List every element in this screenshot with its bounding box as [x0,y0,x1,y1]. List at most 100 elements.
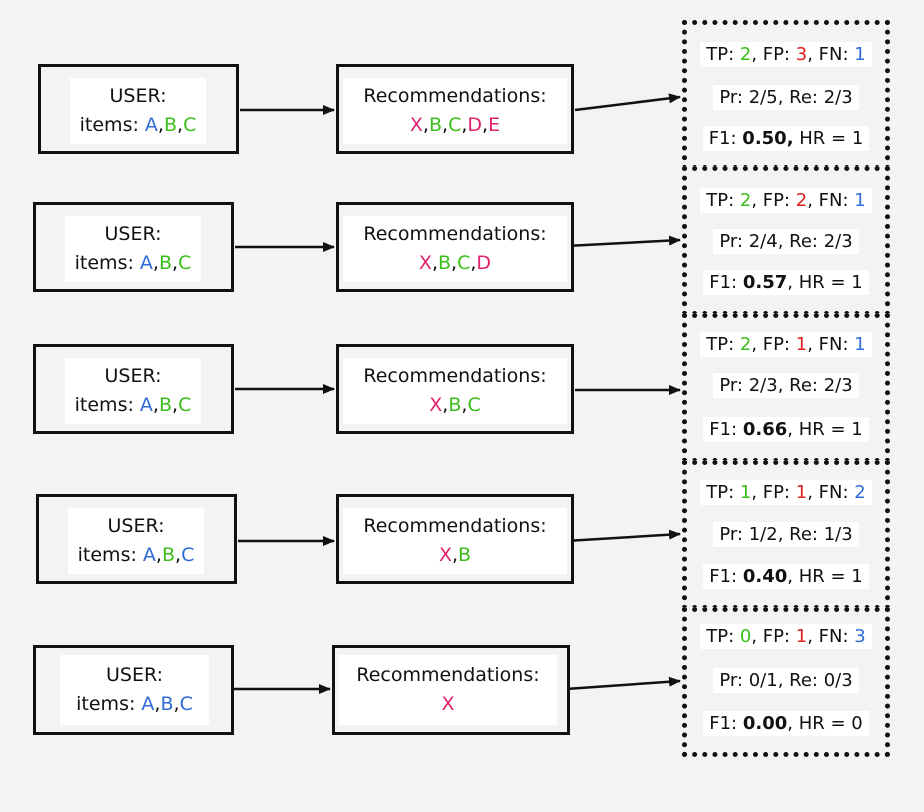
rec-item: B [448,394,462,416]
confusion-line: TP: 0, FP: 1, FN: 3 [687,624,885,650]
metrics-box: TP: 0, FP: 1, FN: 3 Pr: 0/1, Re: 0/3 F1: 0… [682,607,890,757]
rec-comma: , [451,252,458,274]
fn-label: , FN: [807,626,855,647]
recommendations-label: Recommendations: [363,365,547,387]
recall-label: , Re: [777,231,824,252]
fn-value: 1 [854,190,866,211]
user-items-label: items: [74,394,140,416]
f1-label: F1: [708,128,743,149]
confusion-line-text: TP: 2, FP: 1, FN: 1 [700,332,872,357]
rec-comma: , [442,394,449,416]
rec-item: X [441,693,455,715]
arrow-recommendations-to-metrics [565,235,681,248]
precision-recall-line: Pr: 2/4, Re: 2/3 [687,229,885,255]
precision-value: 2/5 [748,87,778,108]
tp-label: TP: [706,482,740,503]
user-comma: , [172,394,179,416]
f1-value: 0.50, [742,128,794,149]
arrow-recommendations-to-metrics [565,529,681,543]
arrow-recommendations-to-metrics [574,93,681,112]
recall-value: 2/3 [823,375,853,396]
user-box-content: USER: items: A,B,C [65,358,201,424]
rec-item: C [457,252,471,274]
precision-recall-line-text: Pr: 2/4, Re: 2/3 [713,229,859,254]
recall-label: , Re: [777,670,824,691]
f1-label: F1: [709,419,743,440]
recommendations-box-content: Recommendations: X [339,655,557,725]
user-comma: , [152,394,159,416]
fn-label: , FN: [807,334,855,355]
user-comma: , [173,693,180,715]
fn-value: 3 [854,626,866,647]
user-comma: , [177,114,184,136]
user-item: B [158,394,173,416]
rec-comma: , [451,544,459,566]
tp-value: 1 [739,482,752,503]
user-items: items: A,B,C [75,391,192,420]
rec-comma: , [461,114,468,136]
tp-label: TP: [706,626,740,647]
recommendations-items: X,B,C [429,391,480,420]
tp-label: TP: [706,44,740,65]
user-item: A [141,693,155,715]
f1-hr-line-text: F1: 0.66, HR = 1 [703,417,869,442]
hr-label: , HR = [787,272,852,293]
f1-hr-line: F1: 0.50, HR = 1 [687,126,885,152]
user-item: B [163,114,178,136]
f1-hr-line-text: F1: 0.57, HR = 1 [703,270,869,295]
user-label: USER: [107,515,165,537]
user-item: A [142,544,156,566]
metrics-box: TP: 2, FP: 1, FN: 1 Pr: 2/3, Re: 2/3 F1: 0… [682,313,890,463]
recommendations-box-content: Recommendations: X,B,C,D,E [343,78,567,144]
f1-hr-line-text: F1: 0.50, HR = 1 [702,126,870,151]
rec-item: C [448,114,462,136]
tp-value: 2 [739,334,752,355]
precision-recall-line-text: Pr: 1/2, Re: 1/3 [713,522,859,547]
arrow-recommendations-to-metrics [565,676,681,691]
user-box-content: USER: items: A,B,C [70,78,206,144]
f1-value: 0.40 [742,566,788,587]
hr-label: , HR = [787,713,852,734]
recommendations-label: Recommendations: [363,85,547,107]
f1-label: F1: [709,713,743,734]
fp-value: 1 [795,626,808,647]
user-items: items: A,B,C [80,111,197,140]
rec-item: X [429,394,443,416]
metrics-box: TP: 2, FP: 3, FN: 1 Pr: 2/5, Re: 2/3 F1: 0… [682,20,890,170]
rec-comma: , [442,114,449,136]
hr-value: 1 [851,419,863,440]
user-item: B [160,693,174,715]
f1-hr-line-text: F1: 0.00, HR = 0 [703,711,869,736]
rec-item: X [438,544,452,566]
precision-recall-line-text: Pr: 0/1, Re: 0/3 [713,668,859,693]
metrics-box: TP: 1, FP: 1, FN: 2 Pr: 1/2, Re: 1/3 F1: 0… [682,460,890,610]
user-label: USER: [104,365,162,387]
user-item: C [181,544,195,566]
rec-item: C [467,394,481,416]
fn-label: , FN: [807,190,855,211]
f1-label: F1: [709,272,743,293]
user-items: items: A,B,C [76,690,193,719]
recall-value: 2/3 [823,231,853,252]
user-items-label: items: [77,544,143,566]
precision-label: Pr: [719,524,749,545]
recall-value: 0/3 [823,670,853,691]
precision-recall-line: Pr: 2/5, Re: 2/3 [687,85,885,111]
user-item: C [178,394,192,416]
precision-value: 2/4 [748,231,778,252]
recommendations-items: X [441,690,454,719]
precision-value: 1/2 [748,524,778,545]
user-items: items: A,B,C [75,249,192,278]
precision-recall-line: Pr: 2/3, Re: 2/3 [687,373,885,399]
tp-value: 2 [739,190,752,211]
fn-value: 1 [854,334,866,355]
user-items-label: items: [79,114,145,136]
precision-label: Pr: [719,375,749,396]
rec-comma: , [461,394,468,416]
user-item: B [161,544,176,566]
rec-comma: , [431,252,438,274]
fp-label: , FP: [751,44,796,65]
user-box-content: USER: items: A,B,C [68,508,204,574]
recommendations-items: X,B,C,D [419,249,491,278]
tp-label: TP: [706,190,740,211]
